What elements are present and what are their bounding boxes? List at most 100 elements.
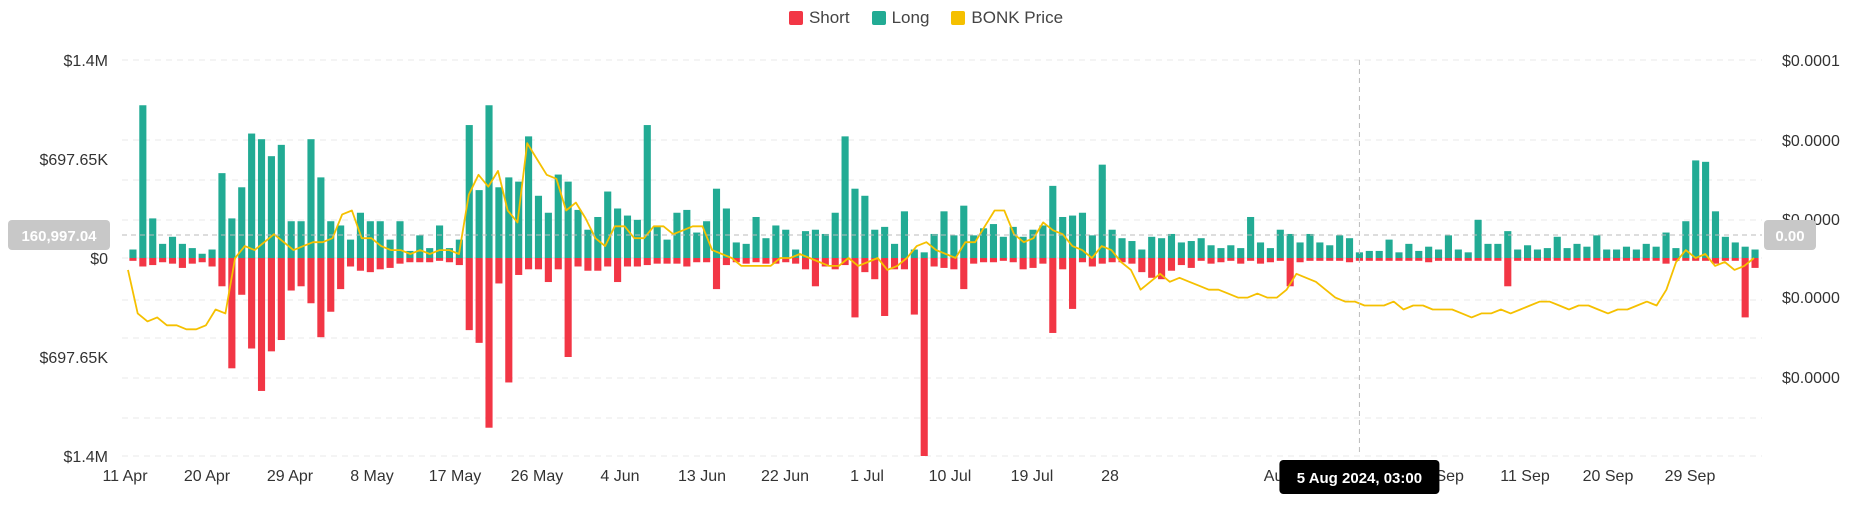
long-bar xyxy=(683,209,691,258)
x-tick-label: 4 Jun xyxy=(600,468,639,485)
long-bar xyxy=(495,187,503,258)
short-bar xyxy=(1405,258,1413,261)
short-bar xyxy=(1098,258,1106,264)
long-bar xyxy=(257,139,266,258)
y-left-tick-label: $1.4M xyxy=(64,449,108,466)
short-bar xyxy=(1286,258,1294,287)
short-bar xyxy=(475,258,483,343)
short-bar xyxy=(228,258,236,369)
long-bar xyxy=(673,212,681,258)
long-bar xyxy=(782,229,790,258)
long-bar xyxy=(1227,245,1235,258)
long-bar xyxy=(1088,235,1096,258)
short-bar xyxy=(703,258,711,263)
x-tick-label: 8 May xyxy=(350,468,394,485)
crosshair-left-value: 160,997.04 xyxy=(21,228,97,245)
crosshair-right-value-box xyxy=(1764,220,1816,250)
short-bar xyxy=(1148,258,1156,278)
long-bar xyxy=(317,177,325,258)
crosshair-right-value: 0.00 xyxy=(1775,228,1804,245)
long-bar xyxy=(623,215,632,258)
long-bar xyxy=(762,238,770,258)
long-bar xyxy=(1158,238,1166,258)
short-bar xyxy=(1474,258,1482,261)
long-bar xyxy=(1276,229,1284,258)
short-bar xyxy=(1336,258,1344,261)
short-bar xyxy=(871,258,879,280)
price-swatch-icon xyxy=(951,11,966,25)
short-bar xyxy=(1662,258,1670,264)
long-bar xyxy=(297,221,305,258)
short-bar xyxy=(1434,258,1443,261)
x-tick-label: 29 Sep xyxy=(1665,468,1716,485)
long-bar xyxy=(1514,249,1522,258)
legend-item-price[interactable]: BONK Price xyxy=(951,8,1063,28)
short-bar xyxy=(257,258,266,391)
short-bar xyxy=(317,258,325,338)
y-right-tick-label: $0.0001 xyxy=(1782,53,1840,70)
short-bar xyxy=(1583,258,1591,261)
long-bar xyxy=(1167,233,1176,258)
long-bar xyxy=(1751,249,1759,258)
long-bar xyxy=(989,224,998,258)
short-bar xyxy=(960,258,968,290)
long-bar xyxy=(1207,245,1215,258)
short-bar xyxy=(129,258,137,261)
long-bar xyxy=(742,243,750,258)
long-bar xyxy=(920,252,928,258)
short-bar xyxy=(1197,258,1205,261)
short-bar xyxy=(614,258,622,283)
legend-item-long[interactable]: Long xyxy=(871,8,929,28)
short-bar xyxy=(653,258,661,264)
short-bar xyxy=(1237,258,1245,264)
long-bar xyxy=(188,248,196,258)
long-bar xyxy=(792,249,800,258)
short-bar xyxy=(1533,258,1542,261)
x-tick-label: 29 Apr xyxy=(267,468,314,485)
long-bar xyxy=(1613,249,1621,258)
short-bar xyxy=(663,258,671,264)
short-bar xyxy=(693,258,701,263)
long-bar xyxy=(999,236,1007,258)
short-bar xyxy=(1375,258,1383,261)
legend-item-short[interactable]: Short xyxy=(788,8,850,28)
short-bar xyxy=(1682,258,1690,261)
short-bar xyxy=(1088,258,1096,267)
long-bar xyxy=(149,218,157,258)
long-bar xyxy=(1049,185,1057,258)
long-bar xyxy=(930,233,938,258)
short-bar xyxy=(1039,258,1047,264)
short-bar xyxy=(1731,258,1739,261)
short-bar xyxy=(782,258,790,263)
short-bar xyxy=(1118,258,1126,263)
long-bar xyxy=(1098,164,1106,258)
long-bar xyxy=(505,177,513,258)
x-tick-label: 19 Jul xyxy=(1011,468,1054,485)
short-bar xyxy=(208,258,216,267)
short-bar xyxy=(139,258,147,267)
short-bar xyxy=(386,258,394,268)
long-bar xyxy=(950,235,958,258)
y-right-tick-label: $0.0000 xyxy=(1782,290,1840,307)
long-bar xyxy=(1632,249,1640,258)
long-bar xyxy=(653,226,661,258)
x-tick-label: 22 Jun xyxy=(761,468,809,485)
long-bar xyxy=(287,221,295,258)
long-bar xyxy=(861,195,869,258)
long-bar xyxy=(871,229,879,258)
long-bar xyxy=(801,231,810,258)
long-bar xyxy=(584,229,592,258)
long-bar xyxy=(1375,250,1383,258)
short-bar xyxy=(831,258,839,270)
long-bar xyxy=(248,133,256,258)
long-bar xyxy=(1444,235,1452,258)
short-bar xyxy=(1741,258,1749,318)
short-bar xyxy=(327,258,335,312)
long-bar xyxy=(307,139,315,258)
crosshair-date-box xyxy=(1279,460,1440,494)
long-bar xyxy=(1434,249,1443,258)
long-bar xyxy=(643,125,651,258)
short-bar xyxy=(1603,258,1611,261)
long-bar xyxy=(1672,248,1680,258)
